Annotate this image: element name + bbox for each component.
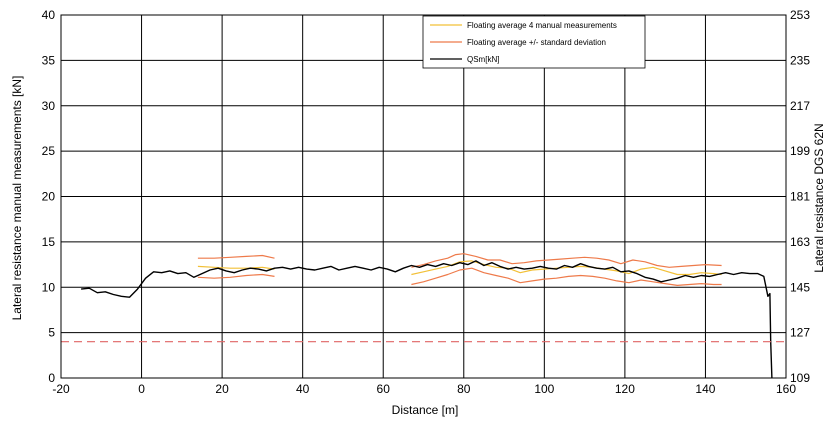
legend-label-qsm: QSm[kN] — [467, 55, 499, 64]
x-tick-label: 40 — [296, 382, 310, 396]
plot-frame — [60, 14, 787, 379]
y-tick-label: 35 — [42, 53, 56, 67]
series-line-std-1 — [197, 273, 275, 279]
x-tick-label: 160 — [776, 382, 796, 396]
series-line-avg-0 — [197, 265, 275, 270]
y2-tick-label: 235 — [790, 53, 810, 67]
y-tick-label: 30 — [42, 99, 56, 113]
series-avg — [197, 260, 722, 276]
y2-axis-title: Lateral resistance DGS 62N — [812, 123, 826, 272]
x-tick-label: -20 — [52, 382, 70, 396]
series-line-qsm-0 — [81, 260, 773, 379]
series-qsm — [81, 260, 773, 379]
series-std — [197, 253, 722, 286]
x-tick-label: 80 — [457, 382, 471, 396]
legend-label-std: Floating average +/- standard deviation — [467, 38, 606, 47]
y-tick-label: 5 — [48, 326, 55, 340]
y-tick-label: 0 — [48, 371, 55, 385]
y2-tick-label: 217 — [790, 99, 810, 113]
y2-tick-label: 253 — [790, 8, 810, 22]
series-line-std-2 — [411, 253, 722, 268]
y2-tick-label: 163 — [790, 235, 810, 249]
legend: Floating average 4 manual measurements Fl… — [422, 15, 646, 69]
y-axis-title-line-1: Lateral resistance manual measurements [… — [10, 76, 24, 321]
x-tick-label: 0 — [138, 382, 145, 396]
y2-tick-label: 109 — [790, 371, 810, 385]
y-tick-label: 10 — [42, 280, 56, 294]
x-tick-label: 140 — [695, 382, 715, 396]
y2-tick-label: 127 — [790, 326, 810, 340]
x-tick-label: 60 — [377, 382, 391, 396]
y-axis-title: Lateral resistance manual measurements [… — [10, 76, 24, 321]
x-axis-title: Distance [m] — [392, 403, 459, 417]
y2-tick-label: 181 — [790, 190, 810, 204]
x-tick-label: 120 — [615, 382, 635, 396]
y2-tick-label: 199 — [790, 144, 810, 158]
series-line-avg-1 — [411, 260, 722, 276]
x-tick-label: 20 — [215, 382, 229, 396]
y-tick-label: 25 — [42, 144, 56, 158]
series-line-std-0 — [197, 254, 275, 259]
x-tick-label: 100 — [534, 382, 554, 396]
y-tick-label: 20 — [42, 190, 56, 204]
legend-label-avg: Floating average 4 manual measurements — [467, 21, 617, 30]
y2-tick-label: 145 — [790, 280, 810, 294]
y-tick-label: 40 — [42, 8, 56, 22]
series-line-std-3 — [411, 267, 722, 286]
series-group — [61, 253, 786, 379]
tick-labels: -20 0 20 40 60 80 100 120 140 1600510152025303540… — [42, 8, 811, 396]
y-tick-label: 15 — [42, 235, 56, 249]
